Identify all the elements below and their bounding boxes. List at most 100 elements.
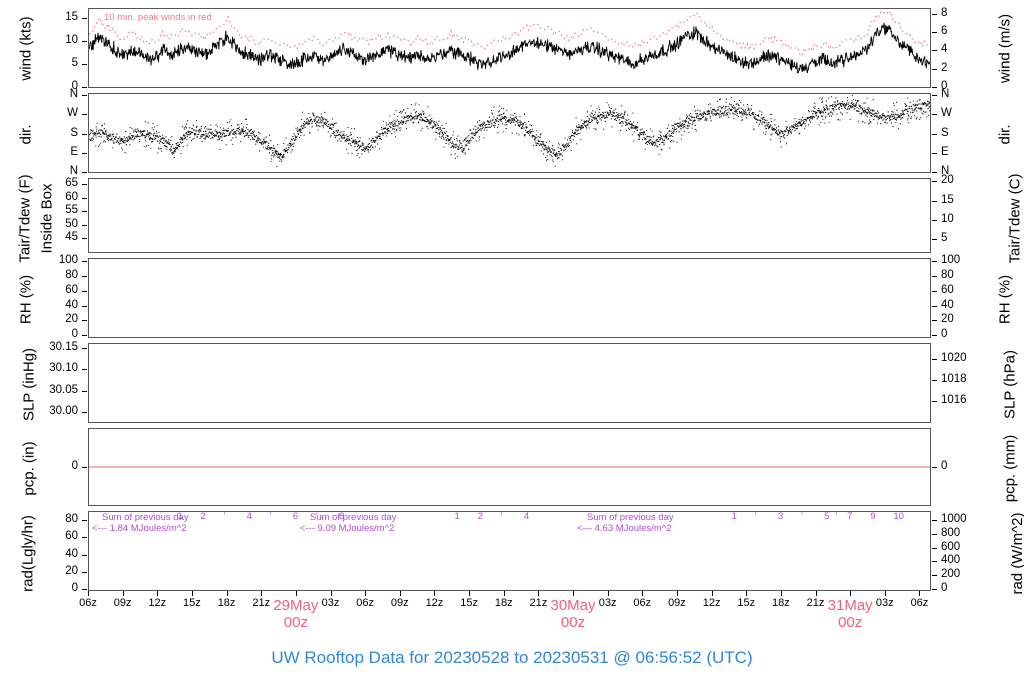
tick-mark — [932, 114, 937, 116]
x-tick-mark — [642, 591, 644, 596]
x-hour-label: 15z — [183, 597, 201, 609]
x-tick-mark — [469, 591, 471, 596]
x-hour-label: 09z — [668, 597, 686, 609]
tick-label-rh-left: 80 — [65, 269, 78, 281]
panel-direction-plot — [89, 94, 930, 172]
panel-radiation-plot — [89, 512, 930, 590]
tick-label-wind-right: 0 — [941, 80, 948, 93]
tick-label-wind-right: 4 — [941, 43, 948, 56]
tick-mark — [82, 114, 87, 116]
rad-hour-mark: 6 — [292, 511, 299, 522]
tick-mark — [932, 68, 937, 70]
panel-direction — [88, 93, 931, 173]
tick-label-dir-left: N — [69, 165, 78, 178]
tick-mark — [932, 181, 937, 183]
tick-mark — [82, 320, 87, 322]
tick-mark — [932, 94, 937, 96]
tick-mark — [932, 32, 937, 33]
tick-label-dir-right: N — [941, 87, 950, 100]
x-hour-label: 21z — [529, 597, 548, 609]
tick-label-slp-left: 30.10 — [49, 362, 78, 375]
tick-label-rh-left: 40 — [65, 298, 78, 311]
tick-label-rh-right: 0 — [941, 328, 948, 341]
panel-rh — [88, 258, 931, 338]
tick-label-pcp-right: 0 — [941, 460, 948, 472]
tick-label-dir-left: S — [70, 126, 78, 139]
x-hour-label: 03z — [875, 597, 894, 609]
rh-trace-svg — [89, 259, 930, 337]
rad-hour-mark: ' — [835, 511, 838, 522]
rad-hour-mark: ' — [269, 511, 272, 522]
rad-hour-mark: 4 — [246, 511, 252, 522]
rad-hour-mark: 7 — [847, 511, 853, 522]
x-tick-mark — [191, 591, 193, 596]
tick-mark — [932, 467, 937, 468]
panel-radiation — [88, 511, 931, 591]
panel-wind — [88, 8, 931, 88]
x-hour-label: 15z — [737, 597, 756, 609]
x-hour-label: 06z — [633, 597, 652, 609]
tick-label-temp-right: 10 — [941, 212, 954, 225]
wind-trace-svg — [89, 9, 930, 74]
tick-label-rh-left: 100 — [58, 254, 78, 267]
x-day-label: 30May 00z — [550, 597, 596, 632]
tick-label-wind-right: 2 — [941, 61, 948, 74]
tick-mark — [82, 211, 87, 212]
tick-mark — [82, 335, 87, 337]
rad-hour-mark: 5 — [824, 511, 830, 522]
tick-mark — [82, 172, 87, 174]
x-tick-mark — [434, 591, 436, 596]
x-tick-mark — [157, 591, 159, 596]
x-tick-mark — [676, 591, 678, 596]
tick-label-slp-left: 30.00 — [49, 404, 78, 417]
tick-mark — [932, 87, 937, 89]
tick-mark — [82, 224, 87, 226]
tick-label-dir-left: N — [69, 87, 78, 100]
tick-mark — [932, 561, 937, 563]
tick-mark — [932, 200, 937, 202]
x-hour-label: 09z — [113, 597, 132, 609]
tick-mark — [82, 348, 87, 350]
tick-mark — [82, 133, 87, 135]
tick-label-slp-left: 30.15 — [49, 341, 78, 354]
x-hour-label: 09z — [390, 597, 409, 609]
tick-label-dir-right: E — [941, 146, 949, 159]
tick-label-temp-left: 55 — [65, 204, 78, 216]
tick-label-temp-left: 60 — [65, 190, 78, 203]
tick-mark — [82, 467, 87, 468]
x-tick-mark — [295, 591, 297, 596]
x-tick-mark — [919, 591, 921, 596]
x-tick-mark — [850, 591, 852, 596]
panel-wind-plot — [89, 9, 930, 87]
x-day-label: 29May 00z — [273, 597, 319, 632]
tick-label-slp-right: 1016 — [941, 394, 967, 406]
x-hour-label: 06z — [910, 597, 929, 609]
tick-label-rh-left: 0 — [71, 328, 78, 341]
footer-title: UW Rooftop Data for 20230528 to 20230531… — [271, 648, 753, 667]
x-tick-mark — [122, 591, 124, 596]
tick-mark — [932, 533, 937, 535]
x-tick-mark — [365, 591, 367, 596]
tick-mark — [82, 537, 87, 539]
tick-mark — [932, 379, 937, 381]
rad-hour-mark: 1 — [177, 511, 183, 522]
panel-temperature-plot — [89, 179, 930, 252]
tick-label-rh-left: 20 — [65, 313, 78, 326]
tick-mark — [82, 261, 87, 263]
tick-mark — [82, 17, 87, 19]
tick-label-wind-left: 0 — [71, 80, 78, 93]
radiation-bars-svg — [89, 512, 930, 590]
tick-mark — [932, 290, 937, 292]
tick-mark — [932, 320, 937, 322]
tick-mark — [82, 184, 87, 185]
tick-label-temp-right: 15 — [941, 193, 954, 206]
x-hour-label: 06z — [79, 597, 97, 609]
ylabel-rad-wm2: rad (W/m^2) — [1009, 512, 1024, 595]
tick-mark — [82, 94, 87, 96]
rad-hour-mark: ' — [754, 511, 757, 522]
tick-label-wind-left: 10 — [65, 33, 78, 46]
rad-sum-value: <--- 4.63 MJoules/m^2 — [577, 523, 672, 534]
rad-hour-mark: 2 — [200, 511, 206, 522]
x-hour-label: 18z — [217, 597, 236, 609]
